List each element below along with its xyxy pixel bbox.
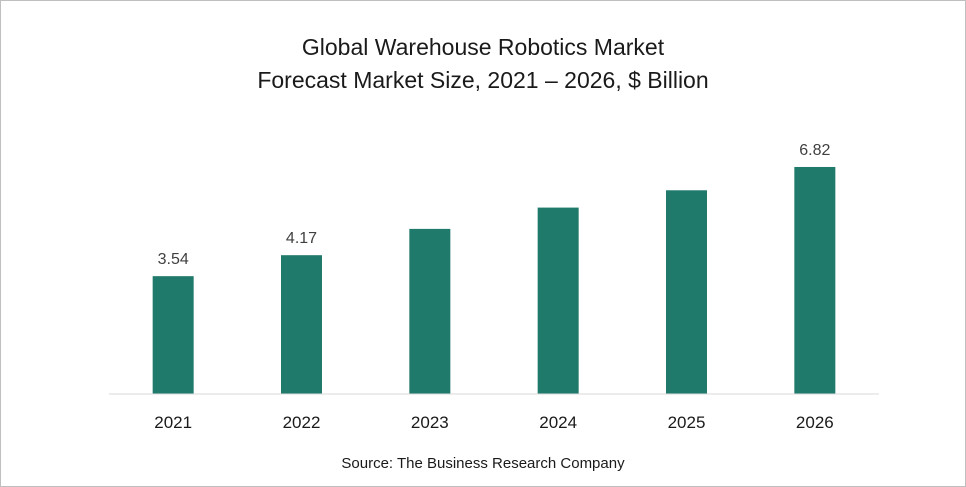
chart-subtitle: Forecast Market Size, 2021 – 2026, $ Bil… <box>257 67 709 93</box>
x-tick-label-2024: 2024 <box>539 413 577 432</box>
x-tick-label-2026: 2026 <box>796 413 834 432</box>
bar-2023 <box>409 228 451 394</box>
x-tick-label-2025: 2025 <box>668 413 706 432</box>
x-tick-label-2022: 2022 <box>283 413 321 432</box>
bar-2022 <box>281 255 322 394</box>
chart-title-block: Global Warehouse Robotics Market Forecas… <box>1 31 965 97</box>
x-tick-labels-group: 2021 2022 2023 2024 2025 2026 <box>154 413 833 432</box>
x-tick-label-2023: 2023 <box>411 413 449 432</box>
bar-2021 <box>152 276 194 394</box>
x-tick-label-2021: 2021 <box>154 413 192 432</box>
chart-title: Global Warehouse Robotics Market <box>301 34 665 60</box>
data-label-2022: 4.17 <box>286 230 317 247</box>
bars-group <box>152 166 836 394</box>
bar-2026 <box>794 166 836 394</box>
bar-2025 <box>666 190 707 394</box>
source-note: Source: The Business Research Company <box>341 455 625 472</box>
data-label-2026: 6.82 <box>799 142 830 159</box>
data-labels-group: 3.54 4.17 6.82 <box>158 142 831 268</box>
data-label-2021: 3.54 <box>158 251 189 268</box>
bar-2024 <box>537 207 579 394</box>
